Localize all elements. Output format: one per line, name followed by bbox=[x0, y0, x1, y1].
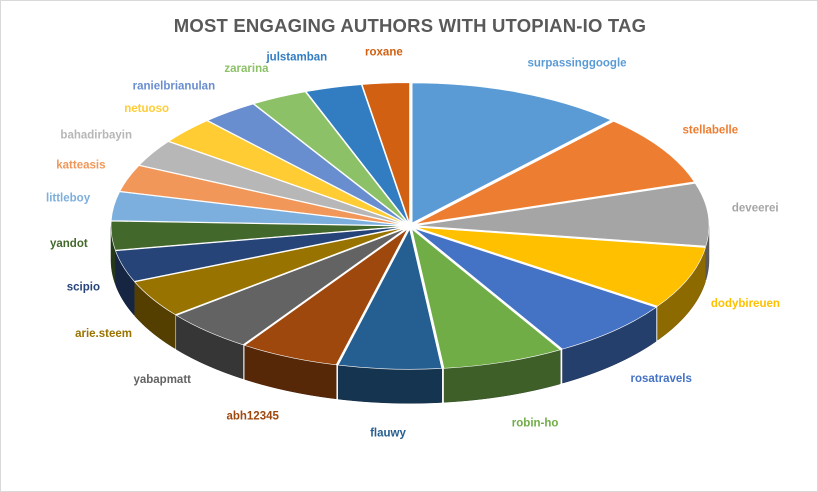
pie-slice-flauwy bbox=[337, 228, 443, 370]
chart-title: MOST ENGAGING AUTHORS WITH UTOPIAN-IO TA… bbox=[173, 15, 647, 36]
pie-slice-katteasis bbox=[119, 165, 405, 226]
pie-slice-ranielbrianulan bbox=[207, 103, 407, 224]
slice-label-robin-ho: robin-ho bbox=[512, 418, 559, 430]
slice-label-scipio: scipio bbox=[67, 281, 100, 293]
slice-label-katteasis: katteasis bbox=[56, 159, 105, 171]
slice-label-deveerei: deveerei bbox=[732, 202, 779, 214]
pie-slice-robin-ho bbox=[411, 228, 561, 369]
slice-label-yandot: yandot bbox=[50, 238, 88, 250]
pie-slice-scipio bbox=[115, 226, 405, 282]
slice-label-ranielbrianulan: ranielbrianulan bbox=[133, 80, 215, 92]
pie-slice-arie.steem bbox=[134, 227, 405, 316]
pie-slice-rosatravels bbox=[413, 228, 657, 350]
pie-slice-bahadirbayin bbox=[138, 141, 405, 225]
pie-slice-yabapmatt bbox=[175, 228, 407, 346]
pie-slice-stellabelle bbox=[414, 120, 695, 225]
slice-label-littleboy: littleboy bbox=[46, 192, 91, 204]
slice-label-yabapmatt: yabapmatt bbox=[133, 374, 191, 386]
pie-slice-littleboy bbox=[110, 191, 405, 226]
pie-slice-surpassinggoogle bbox=[411, 82, 612, 224]
slice-label-surpassinggoogle: surpassinggoogle bbox=[528, 58, 627, 70]
slice-label-zararina: zararina bbox=[224, 63, 269, 75]
pie-slice-roxane bbox=[361, 82, 410, 223]
slice-label-rosatravels: rosatravels bbox=[631, 373, 692, 385]
pie-slice-netuoso bbox=[168, 120, 406, 225]
pie-slice-julstamban bbox=[305, 84, 409, 223]
slice-label-julstamban: julstamban bbox=[265, 52, 327, 64]
slice-label-flauwy: flauwy bbox=[370, 428, 406, 440]
slice-label-roxane: roxane bbox=[365, 47, 403, 59]
slice-label-abh12345: abh12345 bbox=[226, 411, 279, 423]
pie-slice-dodybireuen bbox=[415, 226, 706, 307]
pie-slice-deveerei bbox=[415, 183, 710, 247]
slice-label-bahadirbayin: bahadirbayin bbox=[60, 129, 132, 141]
pie-slice-zararina bbox=[253, 91, 408, 224]
pie-labels: surpassinggoogle stellabelle deveerei dodyb… bbox=[46, 47, 780, 440]
slice-label-stellabelle: stellabelle bbox=[683, 125, 739, 137]
slice-label-netuoso: netuoso bbox=[124, 103, 169, 115]
pie-tops bbox=[110, 82, 710, 370]
pie-slice-yandot bbox=[110, 220, 405, 251]
pie-sides bbox=[110, 226, 710, 404]
slice-label-arie.steem: arie.steem bbox=[75, 328, 132, 340]
slice-label-dodybireuen: dodybireuen bbox=[711, 298, 780, 310]
pie-slice-abh12345 bbox=[244, 228, 408, 366]
pie-side-flauwy bbox=[337, 364, 443, 404]
